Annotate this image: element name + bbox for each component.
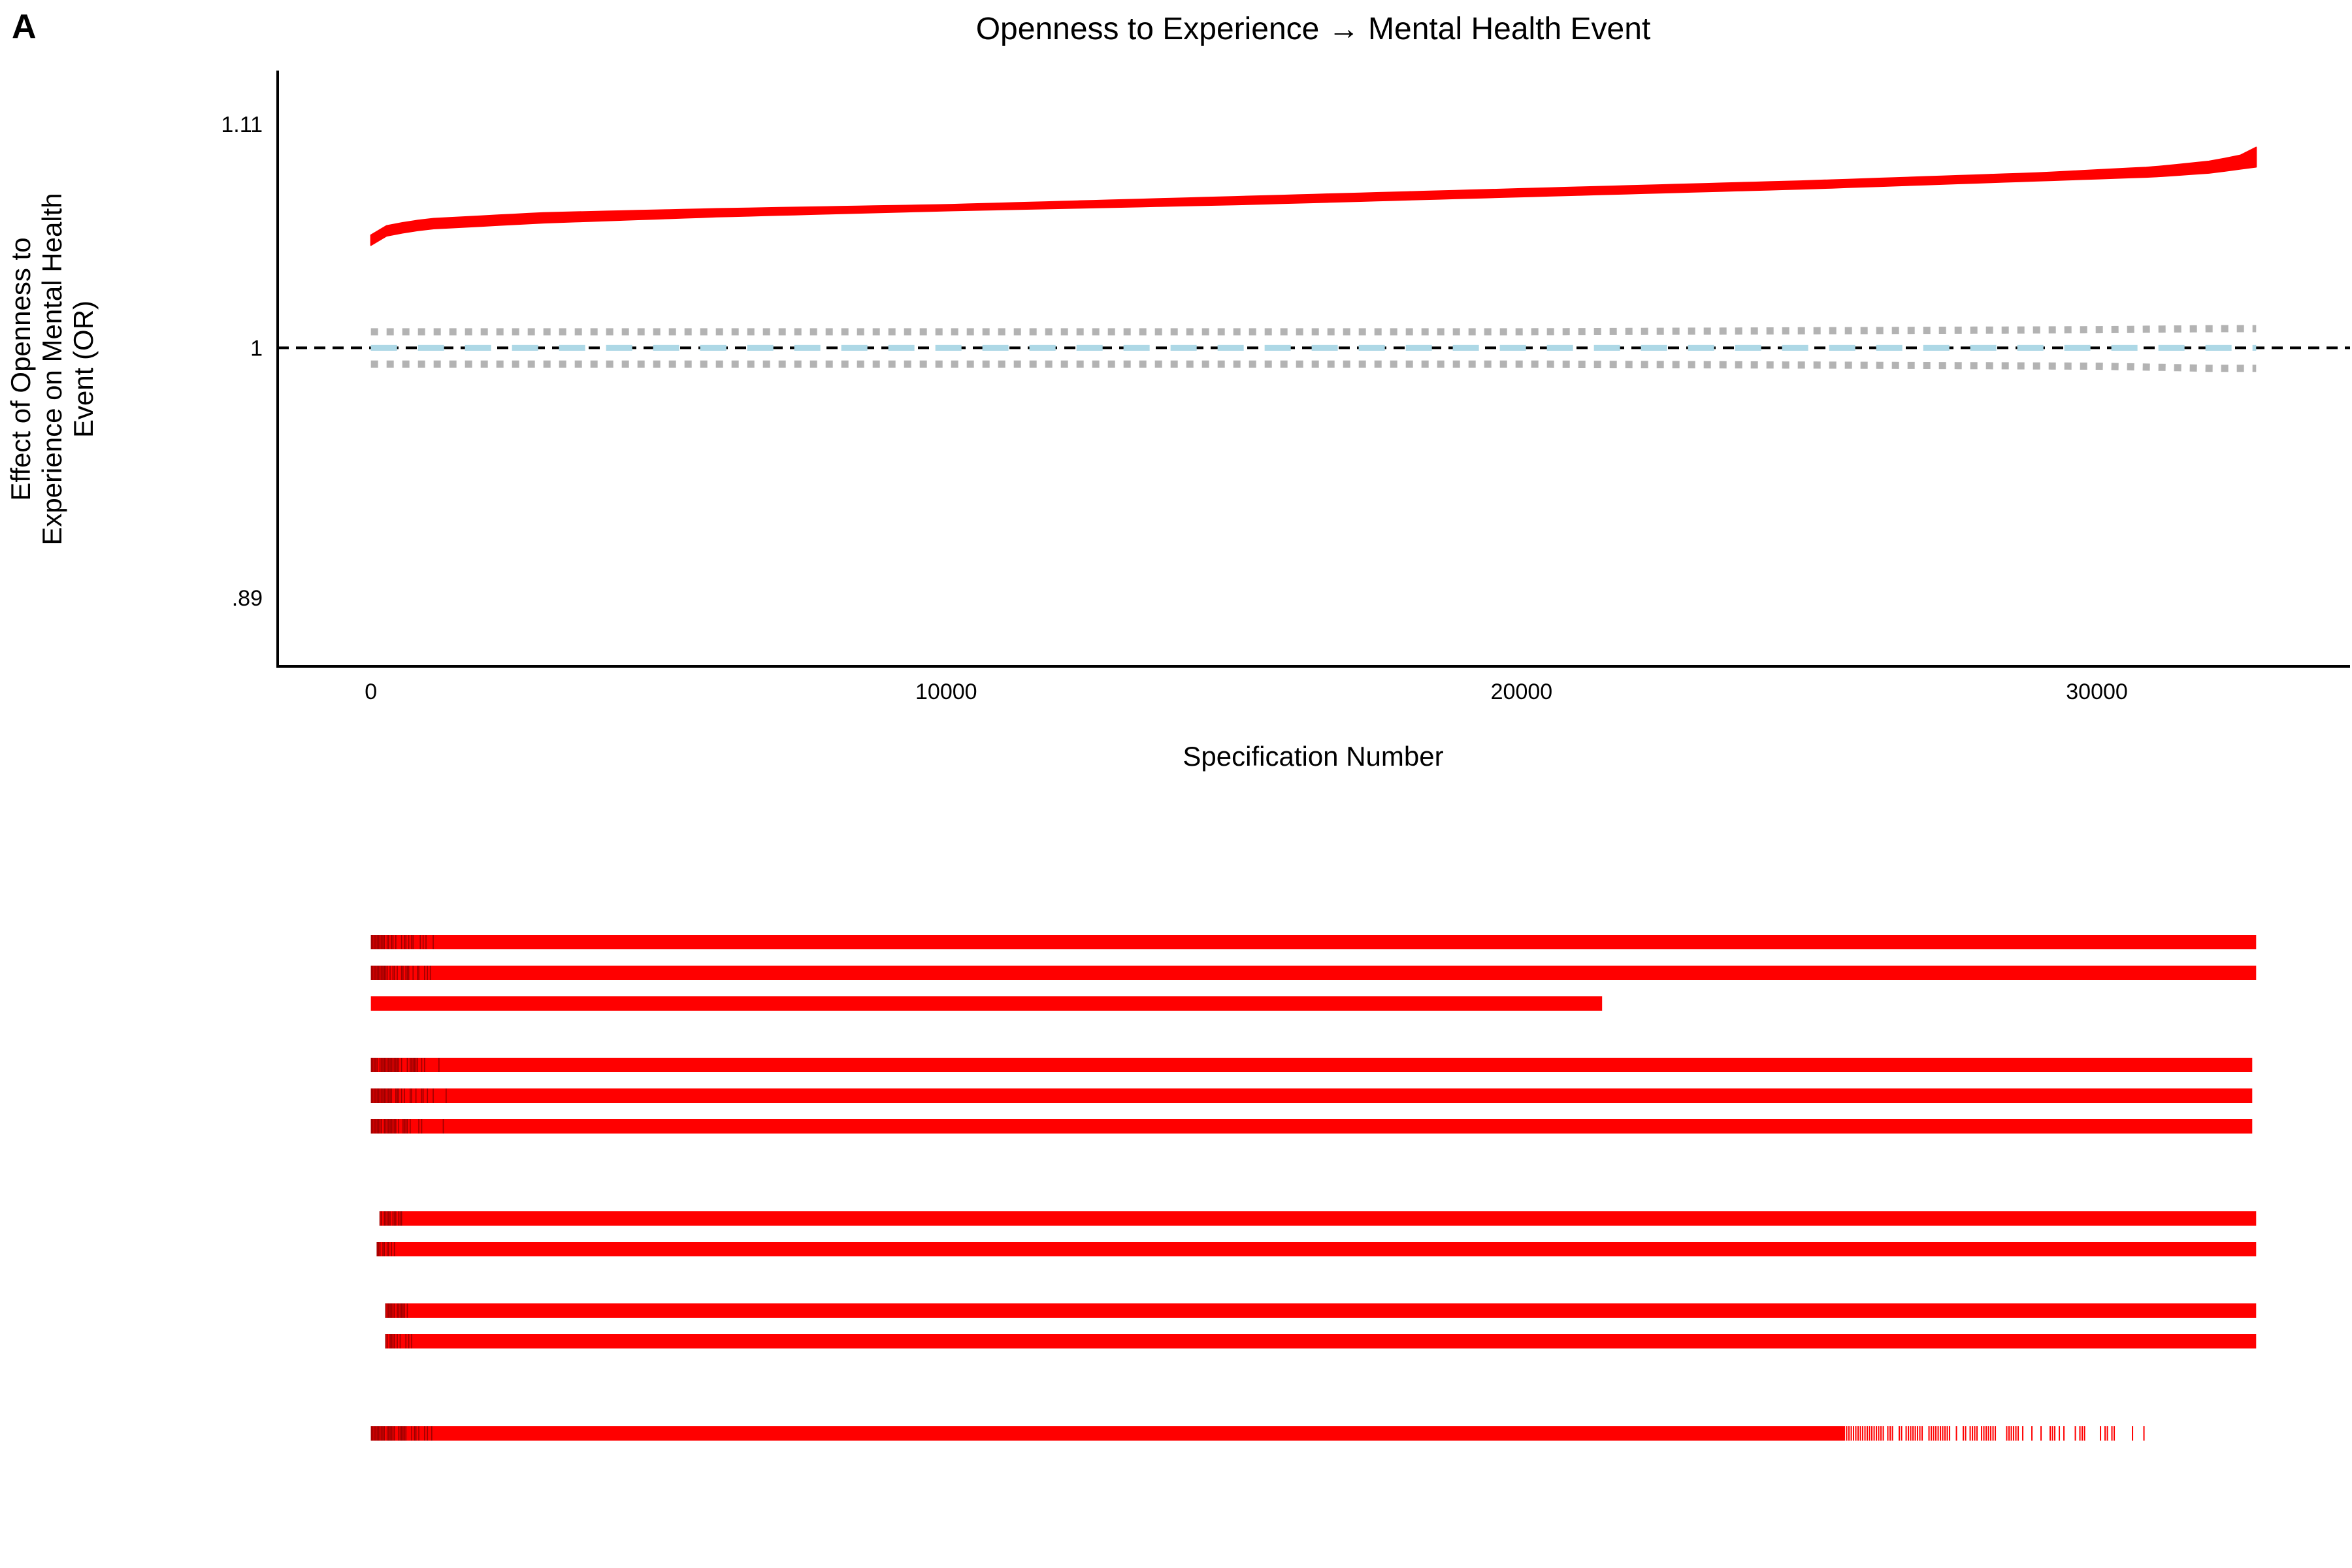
indicator-row-11 [370,1426,2145,1441]
indicator-row-10 [385,1334,2257,1348]
indicator-row-9 [385,1303,2257,1318]
indicator-bar [370,1119,2253,1134]
indicator-row-6 [370,1119,2253,1134]
indicator-bar [385,1303,2257,1318]
plot-area: 0 10000 20000 30000 .89 1 1.11 [221,71,2350,704]
y-tick-label: 1.11 [221,112,263,137]
indicator-bar [379,1211,2257,1226]
indicator-bar [370,996,1603,1011]
y-axis-title-line-3: Event (OR) [68,301,99,438]
chart-title: Openness to Experience → Mental Health E… [976,12,1651,46]
x-ticks: 0 10000 20000 30000 [365,679,2128,704]
x-tick-label: 10000 [915,679,977,704]
y-tick-label: 1 [250,336,263,361]
y-ticks: .89 1 1.11 [221,112,263,611]
indicator-row-2 [370,966,2257,980]
estimate-band [370,146,2257,246]
indicator-bar [385,1334,2257,1348]
x-tick-label: 20000 [1491,679,1553,704]
indicator-row-5 [370,1088,2253,1103]
indicator-bar [370,1426,1844,1441]
y-axis-title-line-1: Effect of Openness to [5,237,36,500]
indicator-bar [370,1088,2253,1103]
indicator-bar [370,1058,2253,1072]
y-tick-label: .89 [232,586,263,611]
null-interval-upper [370,325,2257,336]
x-tick-label: 0 [365,679,377,704]
specification-indicator-panel [370,935,2257,1441]
estimate-band-layer [370,146,2257,246]
panel-label: A [12,8,37,46]
indicator-row-7 [379,1211,2257,1226]
indicator-row-4 [370,1058,2253,1072]
y-axis-title: Effect of Openness to Experience on Ment… [5,193,99,545]
x-axis-title: Specification Number [1183,741,1443,772]
indicator-bar [376,1242,2257,1256]
indicator-row-3 [370,996,1603,1011]
indicator-row-8 [376,1242,2257,1256]
y-axis-title-line-2: Experience on Mental Health [37,193,67,545]
x-tick-label: 30000 [2066,679,2128,704]
indicator-row-1 [370,935,2257,949]
indicator-bar [370,935,2257,949]
null-interval-layer [370,325,2257,372]
null-interval-lower [370,360,2257,372]
indicator-bar [370,966,2257,980]
